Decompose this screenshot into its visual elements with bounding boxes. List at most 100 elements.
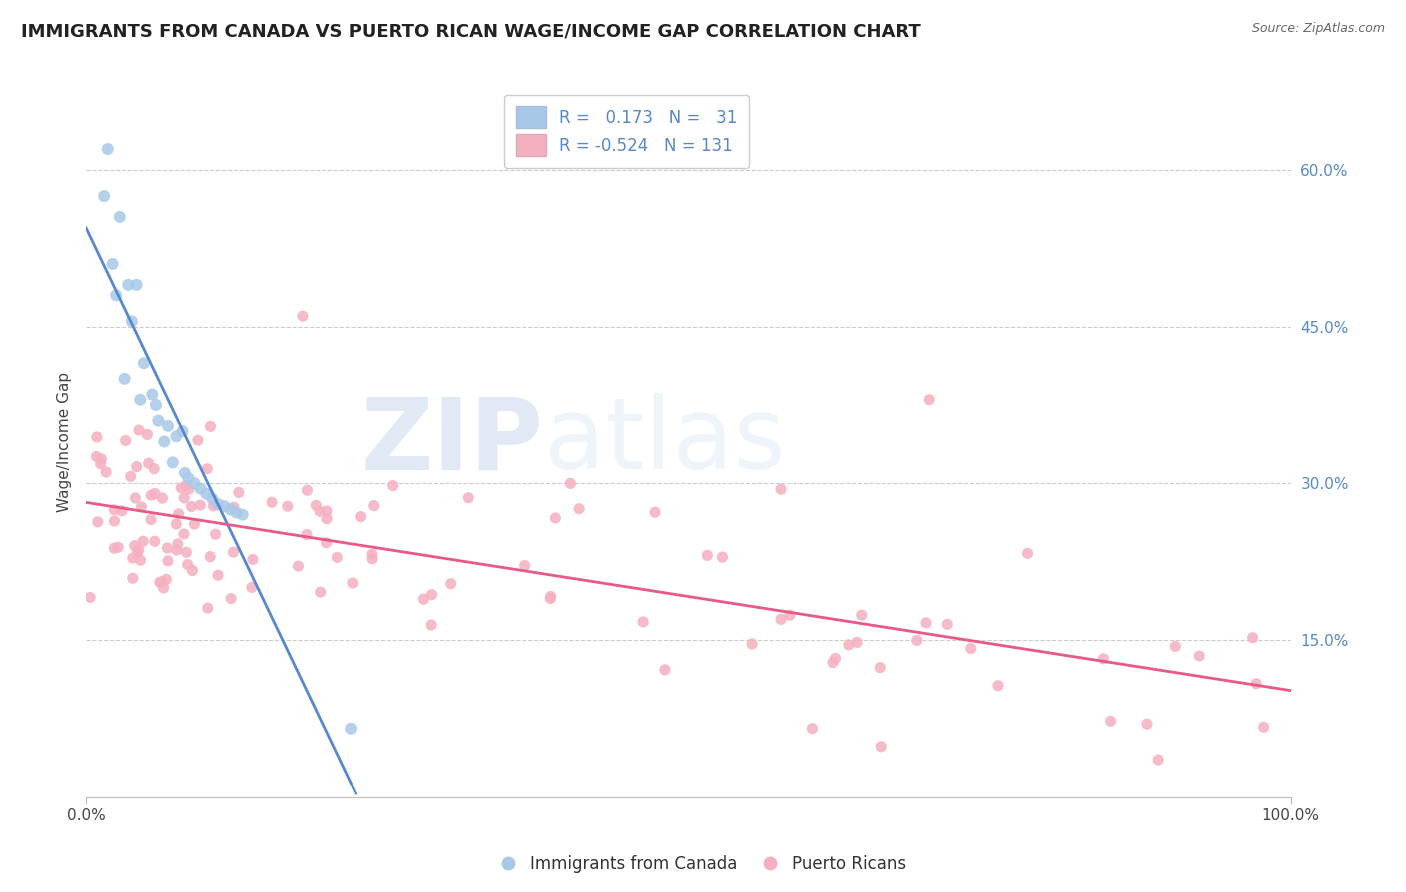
Point — [143, 461, 166, 475]
Point — [287, 559, 309, 574]
Point — [412, 592, 434, 607]
Point — [219, 591, 242, 606]
Point — [240, 580, 263, 594]
Point — [869, 661, 891, 675]
Point — [174, 478, 197, 492]
Point — [156, 554, 179, 568]
Point — [127, 545, 149, 559]
Point — [222, 500, 245, 515]
Point — [114, 434, 136, 448]
Point — [544, 511, 567, 525]
Point — [200, 419, 222, 434]
Point — [145, 398, 167, 412]
Text: Source: ZipAtlas.com: Source: ZipAtlas.com — [1251, 22, 1385, 36]
Point — [183, 476, 205, 491]
Point — [297, 483, 319, 498]
Point — [513, 558, 536, 573]
Point — [166, 543, 188, 558]
Point — [838, 638, 860, 652]
Point — [195, 461, 218, 475]
Point — [770, 612, 793, 626]
Point — [1017, 546, 1039, 560]
Point — [197, 601, 219, 615]
Point — [779, 608, 801, 623]
Point — [851, 608, 873, 623]
Point — [156, 541, 179, 555]
Point — [262, 495, 284, 509]
Point — [166, 537, 188, 551]
Point — [654, 663, 676, 677]
Point — [204, 527, 226, 541]
Point — [125, 277, 148, 292]
Point — [162, 455, 184, 469]
Point — [121, 571, 143, 585]
Legend: Immigrants from Canada, Puerto Ricans: Immigrants from Canada, Puerto Ricans — [494, 848, 912, 880]
Point — [381, 478, 404, 492]
Point — [173, 466, 195, 480]
Point — [105, 288, 128, 302]
Point — [94, 465, 117, 479]
Point — [187, 433, 209, 447]
Point — [228, 485, 250, 500]
Point — [141, 488, 163, 502]
Point — [915, 615, 938, 630]
Point — [222, 545, 245, 559]
Point — [277, 499, 299, 513]
Text: IMMIGRANTS FROM CANADA VS PUERTO RICAN WAGE/INCOME GAP CORRELATION CHART: IMMIGRANTS FROM CANADA VS PUERTO RICAN W… — [21, 22, 921, 40]
Point — [295, 527, 318, 541]
Point — [155, 572, 177, 586]
Point — [711, 550, 734, 565]
Point — [165, 516, 187, 531]
Point — [309, 585, 332, 599]
Point — [959, 641, 981, 656]
Point — [129, 553, 152, 567]
Point — [165, 429, 187, 443]
Point — [207, 497, 229, 511]
Point — [918, 392, 941, 407]
Point — [538, 591, 561, 606]
Point — [770, 482, 793, 496]
Point — [326, 550, 349, 565]
Point — [86, 450, 108, 464]
Point — [200, 549, 222, 564]
Point — [183, 517, 205, 532]
Point — [560, 476, 582, 491]
Point — [86, 430, 108, 444]
Point — [121, 551, 143, 566]
Point — [363, 499, 385, 513]
Point — [242, 552, 264, 566]
Point — [1147, 753, 1170, 767]
Point — [170, 481, 193, 495]
Point — [101, 257, 124, 271]
Point — [131, 500, 153, 514]
Point — [117, 277, 139, 292]
Point — [97, 142, 120, 156]
Point — [936, 617, 959, 632]
Point — [173, 527, 195, 541]
Point — [167, 507, 190, 521]
Point — [202, 499, 225, 513]
Point — [201, 491, 224, 506]
Point — [870, 739, 893, 754]
Point — [138, 456, 160, 470]
Point — [103, 514, 125, 528]
Point — [149, 575, 172, 590]
Point — [173, 491, 195, 505]
Point — [1244, 677, 1267, 691]
Point — [152, 581, 174, 595]
Point — [121, 314, 143, 328]
Point — [905, 633, 928, 648]
Point — [1099, 714, 1122, 729]
Point — [846, 635, 869, 649]
Point — [457, 491, 479, 505]
Point — [232, 508, 254, 522]
Point — [177, 558, 200, 572]
Point — [132, 356, 155, 370]
Point — [291, 309, 314, 323]
Point — [180, 500, 202, 514]
Point — [1253, 720, 1275, 734]
Point — [108, 210, 131, 224]
Text: atlas: atlas — [544, 393, 786, 490]
Point — [176, 545, 198, 559]
Point — [152, 491, 174, 505]
